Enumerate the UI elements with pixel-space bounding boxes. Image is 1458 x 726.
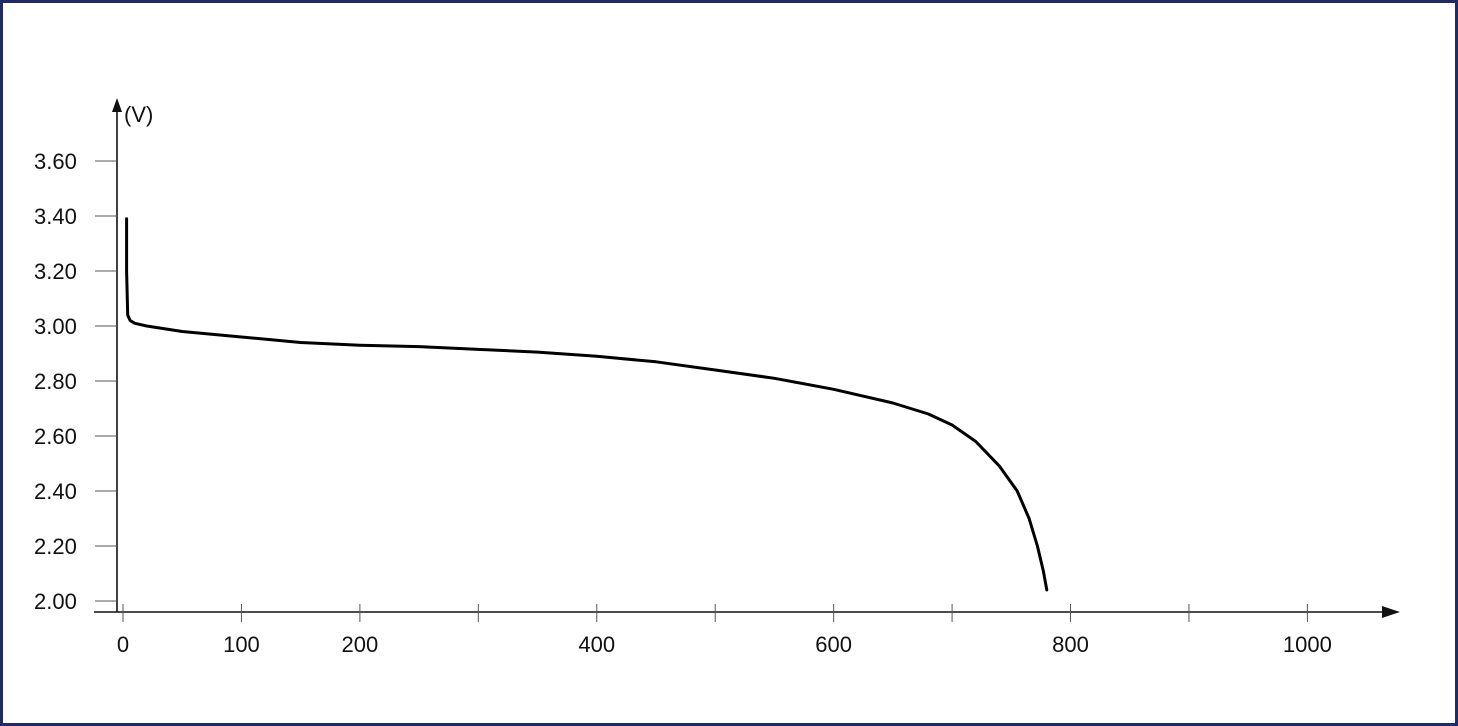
x-tick-label: 400	[578, 632, 615, 657]
y-axis-unit-label: (V)	[124, 102, 153, 127]
y-tick-label: 3.20	[34, 259, 77, 284]
x-tick-label: 0	[117, 632, 129, 657]
y-tick-label: 3.40	[34, 204, 77, 229]
x-tick-label: 200	[342, 632, 379, 657]
series-layer	[125, 217, 1049, 592]
y-tick-label: 2.40	[34, 479, 77, 504]
y-tick-label: 2.00	[34, 589, 77, 614]
y-tick-label: 2.60	[34, 424, 77, 449]
axes-layer	[94, 98, 1400, 618]
x-tick-label: 600	[815, 632, 852, 657]
y-tick-label: 3.60	[34, 149, 77, 174]
x-tick-label: 800	[1052, 632, 1089, 657]
x-axis-arrow	[1382, 606, 1400, 618]
x-tick-label: 100	[223, 632, 260, 657]
y-tick-label: 3.00	[34, 314, 77, 339]
y-tick-label: 2.80	[34, 369, 77, 394]
labels-layer: 2.00 2.20 2.40 2.60 2.80 3.00 3.20 3.40 3.60 0 100…	[34, 149, 1332, 657]
x-tick-label: 1000	[1283, 632, 1332, 657]
y-tick-label: 2.20	[34, 534, 77, 559]
series-line	[125, 217, 1049, 592]
y-axis-arrow	[112, 98, 122, 112]
ticks-layer	[95, 160, 1308, 622]
